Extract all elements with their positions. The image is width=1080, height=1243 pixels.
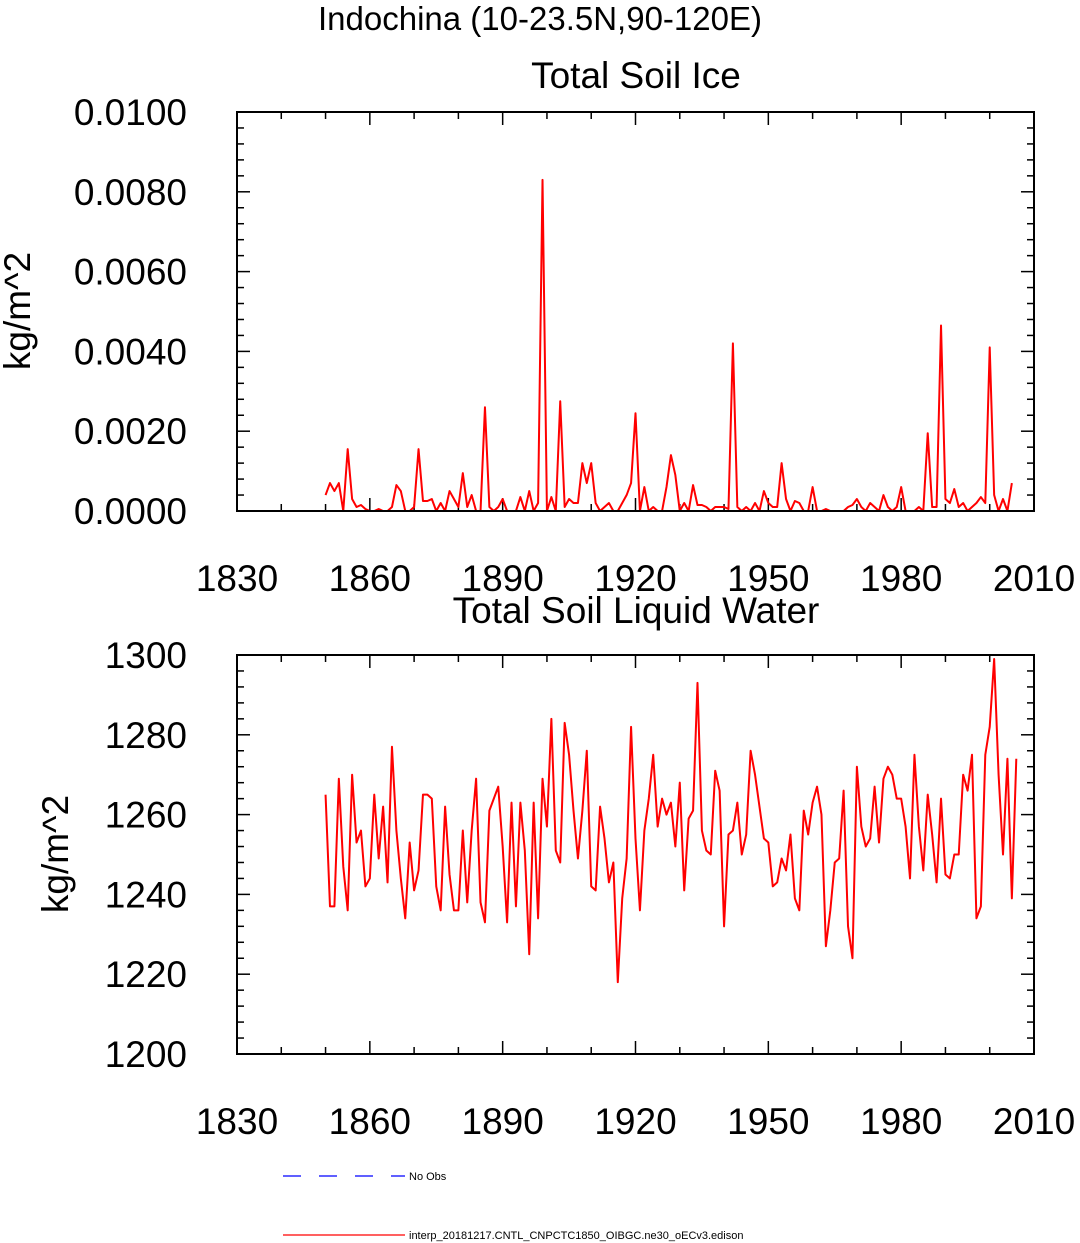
x-tick-label: 1920: [594, 558, 676, 599]
x-tick-label: 1830: [196, 1101, 278, 1142]
x-tick-label: 1860: [329, 1101, 411, 1142]
y-tick-label: 1300: [105, 635, 187, 676]
y-tick-label: 1220: [105, 954, 187, 995]
plot-frame-soil-liquid-water: [236, 654, 1035, 1055]
plot-title-soil-ice: Total Soil Ice: [531, 55, 741, 96]
plot-title-soil-liquid-water: Total Soil Liquid Water: [453, 590, 820, 631]
x-tick-label: 2010: [993, 558, 1075, 599]
x-tick-label: 1860: [329, 558, 411, 599]
panel-total-soil-liquid-water: Total Soil Liquid Water kg/m^2 1830 1860 1…: [35, 590, 1075, 1142]
series-line: [324, 657, 1018, 984]
y-axis-label-soil-liquid-water: kg/m^2: [35, 795, 76, 913]
y-tick-label: 0.0080: [74, 172, 187, 213]
x-tick-label: 1890: [462, 1101, 544, 1142]
y-tick-label: 0.0000: [74, 491, 187, 532]
x-tick-label: 1890: [462, 558, 544, 599]
tick-labels-soil-ice: 1830 1860 1890 1920 1950 1980 2010 0.0000 0.0020…: [74, 92, 1075, 599]
x-tick-label: 2010: [993, 1101, 1075, 1142]
tick-labels-soil-liquid-water: 1830 1860 1890 1920 1950 1980 2010 1200 1220 1240…: [105, 635, 1075, 1142]
y-tick-label: 1260: [105, 795, 187, 836]
legend-label-no-obs: No Obs: [409, 1171, 447, 1183]
x-tick-label: 1980: [860, 558, 942, 599]
plot-frame-soil-ice: [236, 111, 1035, 512]
series-line: [324, 178, 1013, 512]
series-soil-ice: [324, 178, 1013, 512]
x-tick-label: 1830: [196, 558, 278, 599]
y-tick-label: 0.0040: [74, 331, 187, 372]
x-tick-label: 1920: [594, 1101, 676, 1142]
x-tick-label: 1950: [727, 1101, 809, 1142]
y-tick-label: 0.0020: [74, 411, 187, 452]
y-tick-label: 0.0100: [74, 92, 187, 133]
figure-title: Indochina (10-23.5N,90-120E): [318, 0, 762, 37]
y-tick-label: 1280: [105, 715, 187, 756]
x-tick-label: 1950: [727, 558, 809, 599]
axis-ticks-soil-ice: [236, 111, 1035, 512]
y-axis-label-soil-ice: kg/m^2: [0, 252, 38, 370]
series-soil-liquid-water: [324, 657, 1018, 984]
legend-label-model: interp_20181217.CNTL_CNPCTC1850_OIBGC.ne…: [409, 1230, 743, 1242]
legend: No Obs interp_20181217.CNTL_CNPCTC1850_O…: [283, 1171, 743, 1242]
y-tick-label: 1200: [105, 1034, 187, 1075]
y-tick-label: 0.0060: [74, 252, 187, 293]
y-tick-label: 1240: [105, 874, 187, 915]
panel-total-soil-ice: Total Soil Ice kg/m^2 1830 1860 1890 1920 19…: [0, 55, 1075, 599]
x-tick-label: 1980: [860, 1101, 942, 1142]
